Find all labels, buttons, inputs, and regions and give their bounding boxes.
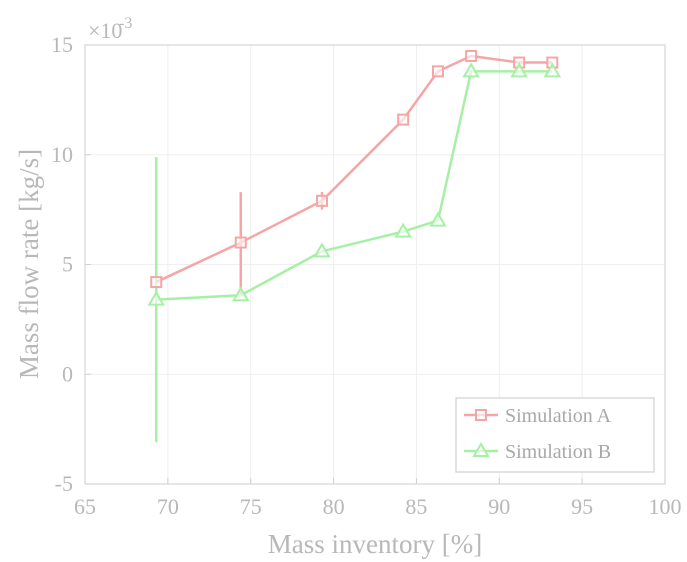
- legend-marker-1: [475, 409, 487, 421]
- series-2-point: [313, 242, 331, 258]
- x-tick-label: 70: [157, 494, 179, 519]
- legend-entries: Simulation A Simulation B: [464, 405, 612, 463]
- legend-box: [455, 397, 655, 473]
- x-tick-label: 85: [405, 494, 427, 519]
- legend: Simulation A Simulation B: [455, 397, 655, 473]
- series-1-point: [150, 276, 163, 289]
- y-tick-label: 10: [51, 142, 73, 167]
- series-2-point: [543, 62, 562, 78]
- series-2-point: [462, 62, 480, 78]
- y-exponent-power: -3: [119, 15, 132, 32]
- x-tick-label: 90: [488, 494, 510, 519]
- series-2-point: [394, 222, 412, 238]
- series-2-point: [147, 290, 165, 306]
- y-axis-title: Mass flow rate [kg/s]: [14, 149, 44, 379]
- series-2-line: [156, 70, 553, 301]
- series-1-point: [315, 194, 328, 207]
- x-tick-label: 100: [649, 494, 682, 519]
- series-1-point: [431, 65, 444, 78]
- series-markers: [147, 49, 562, 306]
- y-exponent-base: ×10: [88, 18, 122, 43]
- x-tick-label: 95: [571, 494, 593, 519]
- legend-marker-2: [472, 442, 490, 457]
- series-lines: [155, 54, 553, 301]
- series-1-point: [234, 236, 247, 249]
- y-tick-label: 0: [62, 361, 73, 386]
- x-tick-label: 80: [323, 494, 345, 519]
- y-tick-label: 5: [62, 252, 73, 277]
- x-axis-title: Mass inventory [%]: [268, 529, 482, 559]
- axis-ticks: 65 70 75 80 85 90 95 100 -5 0 5 10 15: [51, 32, 682, 519]
- series-1-line: [155, 54, 553, 284]
- series-2-point: [429, 211, 447, 227]
- series-1-point: [465, 49, 478, 62]
- x-tick-label: 75: [240, 494, 262, 519]
- legend-label-2: Simulation B: [505, 441, 611, 463]
- x-tick-label: 65: [74, 494, 96, 519]
- y-tick-label: 15: [51, 32, 73, 57]
- y-tick-label: -5: [55, 471, 73, 496]
- legend-label-1: Simulation A: [505, 405, 612, 427]
- series-2-point: [232, 286, 250, 302]
- series-2-point: [510, 62, 528, 78]
- series-1-point: [397, 113, 410, 126]
